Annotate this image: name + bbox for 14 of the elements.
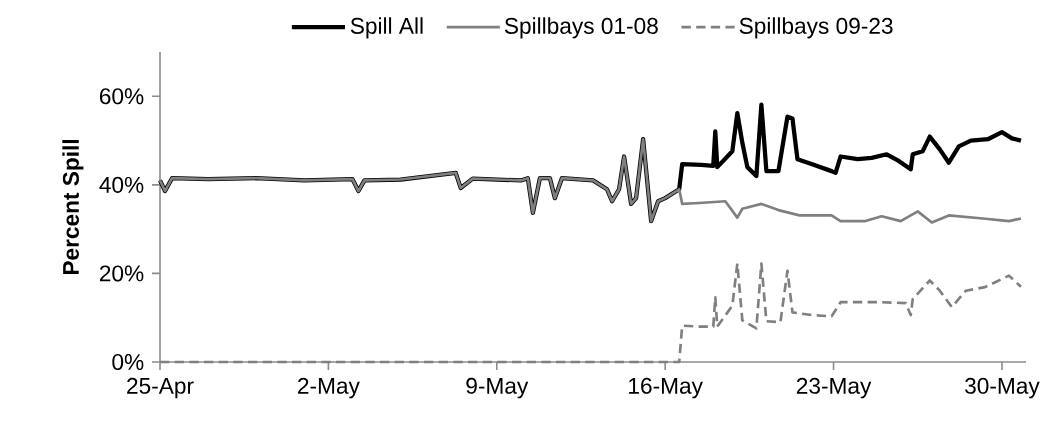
y-tick-label: 60%: [99, 88, 144, 105]
y-tick-label: 0%: [112, 353, 144, 371]
legend-label: Spill All: [350, 17, 423, 39]
x-tick-label: 23-May: [796, 377, 872, 399]
x-tick-label: 30-May: [965, 377, 1040, 399]
y-tick-label: 40%: [99, 176, 144, 193]
x-tick-label: 9-May: [466, 377, 529, 399]
legend-label: Spillbays 09-23: [739, 17, 893, 39]
x-tick-label: 16-May: [629, 377, 703, 399]
x-tick-label: 25-Apr: [127, 377, 194, 399]
y-axis-title: Percent Spill: [62, 139, 84, 275]
y-tick-label: 20%: [99, 265, 144, 282]
x-tick-label: 2-May: [298, 377, 360, 399]
legend-label: Spillbays 01-08: [504, 17, 658, 39]
